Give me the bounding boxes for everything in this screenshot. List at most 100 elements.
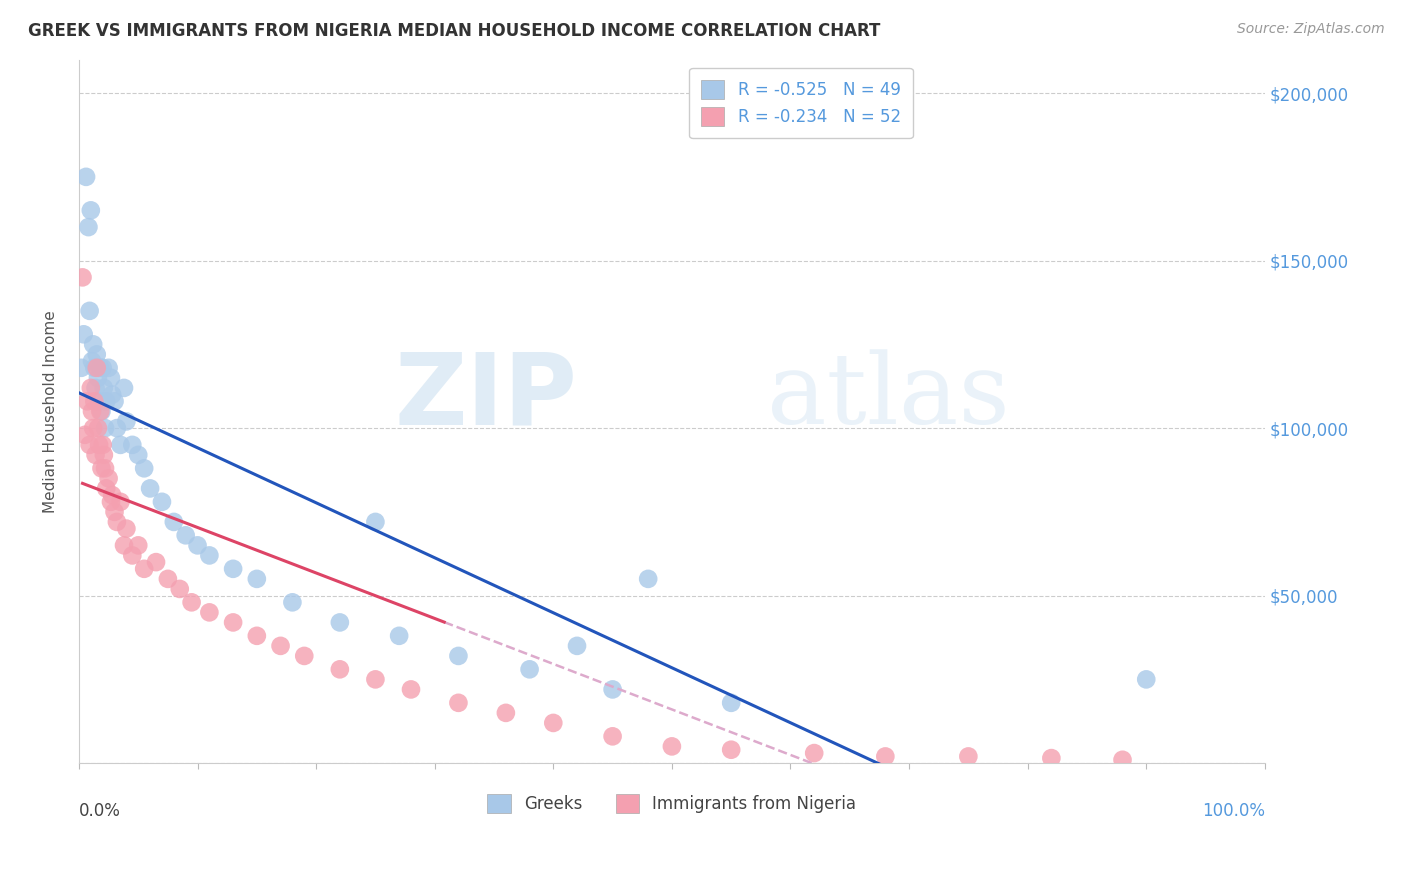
Point xyxy=(519,662,541,676)
Point xyxy=(156,572,179,586)
Point xyxy=(83,360,105,375)
Point xyxy=(96,482,118,496)
Point xyxy=(661,739,683,754)
Point xyxy=(174,528,197,542)
Point xyxy=(565,639,588,653)
Text: atlas: atlas xyxy=(766,350,1010,445)
Point xyxy=(87,394,110,409)
Point xyxy=(72,270,94,285)
Point xyxy=(86,347,108,361)
Point xyxy=(495,706,517,720)
Point xyxy=(75,169,97,184)
Point xyxy=(105,515,128,529)
Point xyxy=(115,522,138,536)
Point xyxy=(121,549,143,563)
Point xyxy=(103,394,125,409)
Point xyxy=(87,438,110,452)
Point xyxy=(329,662,352,676)
Point xyxy=(82,337,104,351)
Point xyxy=(281,595,304,609)
Point xyxy=(246,629,269,643)
Point xyxy=(163,515,186,529)
Point xyxy=(134,461,156,475)
Point xyxy=(101,387,124,401)
Point xyxy=(112,381,135,395)
Point xyxy=(364,515,387,529)
Point xyxy=(80,404,103,418)
Point xyxy=(91,438,114,452)
Point xyxy=(127,448,149,462)
Text: Source: ZipAtlas.com: Source: ZipAtlas.com xyxy=(1237,22,1385,37)
Point xyxy=(169,582,191,596)
Point xyxy=(803,746,825,760)
Point xyxy=(80,354,103,368)
Point xyxy=(105,421,128,435)
Point xyxy=(1111,753,1133,767)
Point xyxy=(90,404,112,418)
Y-axis label: Median Household Income: Median Household Income xyxy=(44,310,58,513)
Point xyxy=(110,438,132,452)
Point xyxy=(720,743,742,757)
Point xyxy=(93,381,115,395)
Point xyxy=(270,639,292,653)
Point xyxy=(77,220,100,235)
Point xyxy=(91,360,114,375)
Point xyxy=(447,696,470,710)
Point xyxy=(97,471,120,485)
Point xyxy=(447,648,470,663)
Text: ZIP: ZIP xyxy=(394,349,576,446)
Point xyxy=(246,572,269,586)
Point xyxy=(1040,751,1063,765)
Point xyxy=(103,505,125,519)
Point xyxy=(73,327,96,342)
Point xyxy=(89,360,111,375)
Point xyxy=(602,682,624,697)
Point xyxy=(96,394,118,409)
Point xyxy=(82,421,104,435)
Point xyxy=(127,538,149,552)
Point xyxy=(329,615,352,630)
Text: GREEK VS IMMIGRANTS FROM NIGERIA MEDIAN HOUSEHOLD INCOME CORRELATION CHART: GREEK VS IMMIGRANTS FROM NIGERIA MEDIAN … xyxy=(28,22,880,40)
Point xyxy=(145,555,167,569)
Point xyxy=(100,495,122,509)
Point xyxy=(112,538,135,552)
Point xyxy=(87,421,110,435)
Text: 100.0%: 100.0% xyxy=(1202,802,1265,820)
Point xyxy=(80,203,103,218)
Point xyxy=(399,682,422,697)
Point xyxy=(84,448,107,462)
Point xyxy=(100,371,122,385)
Point xyxy=(87,371,110,385)
Point xyxy=(292,648,315,663)
Point xyxy=(637,572,659,586)
Point xyxy=(388,629,411,643)
Point xyxy=(94,421,117,435)
Point xyxy=(720,696,742,710)
Point xyxy=(1135,673,1157,687)
Point xyxy=(180,595,202,609)
Point xyxy=(76,394,98,409)
Point xyxy=(543,715,565,730)
Point xyxy=(115,414,138,428)
Point xyxy=(875,749,897,764)
Point xyxy=(957,749,980,764)
Point xyxy=(134,562,156,576)
Legend: Greeks, Immigrants from Nigeria: Greeks, Immigrants from Nigeria xyxy=(475,782,868,825)
Point xyxy=(70,360,93,375)
Point xyxy=(198,606,221,620)
Text: 0.0%: 0.0% xyxy=(79,802,121,820)
Point xyxy=(222,615,245,630)
Point xyxy=(186,538,208,552)
Point xyxy=(73,427,96,442)
Point xyxy=(79,303,101,318)
Point xyxy=(222,562,245,576)
Point xyxy=(86,360,108,375)
Point xyxy=(80,381,103,395)
Point xyxy=(198,549,221,563)
Point xyxy=(110,495,132,509)
Point xyxy=(93,448,115,462)
Point xyxy=(150,495,173,509)
Point xyxy=(139,482,162,496)
Point xyxy=(121,438,143,452)
Point xyxy=(84,381,107,395)
